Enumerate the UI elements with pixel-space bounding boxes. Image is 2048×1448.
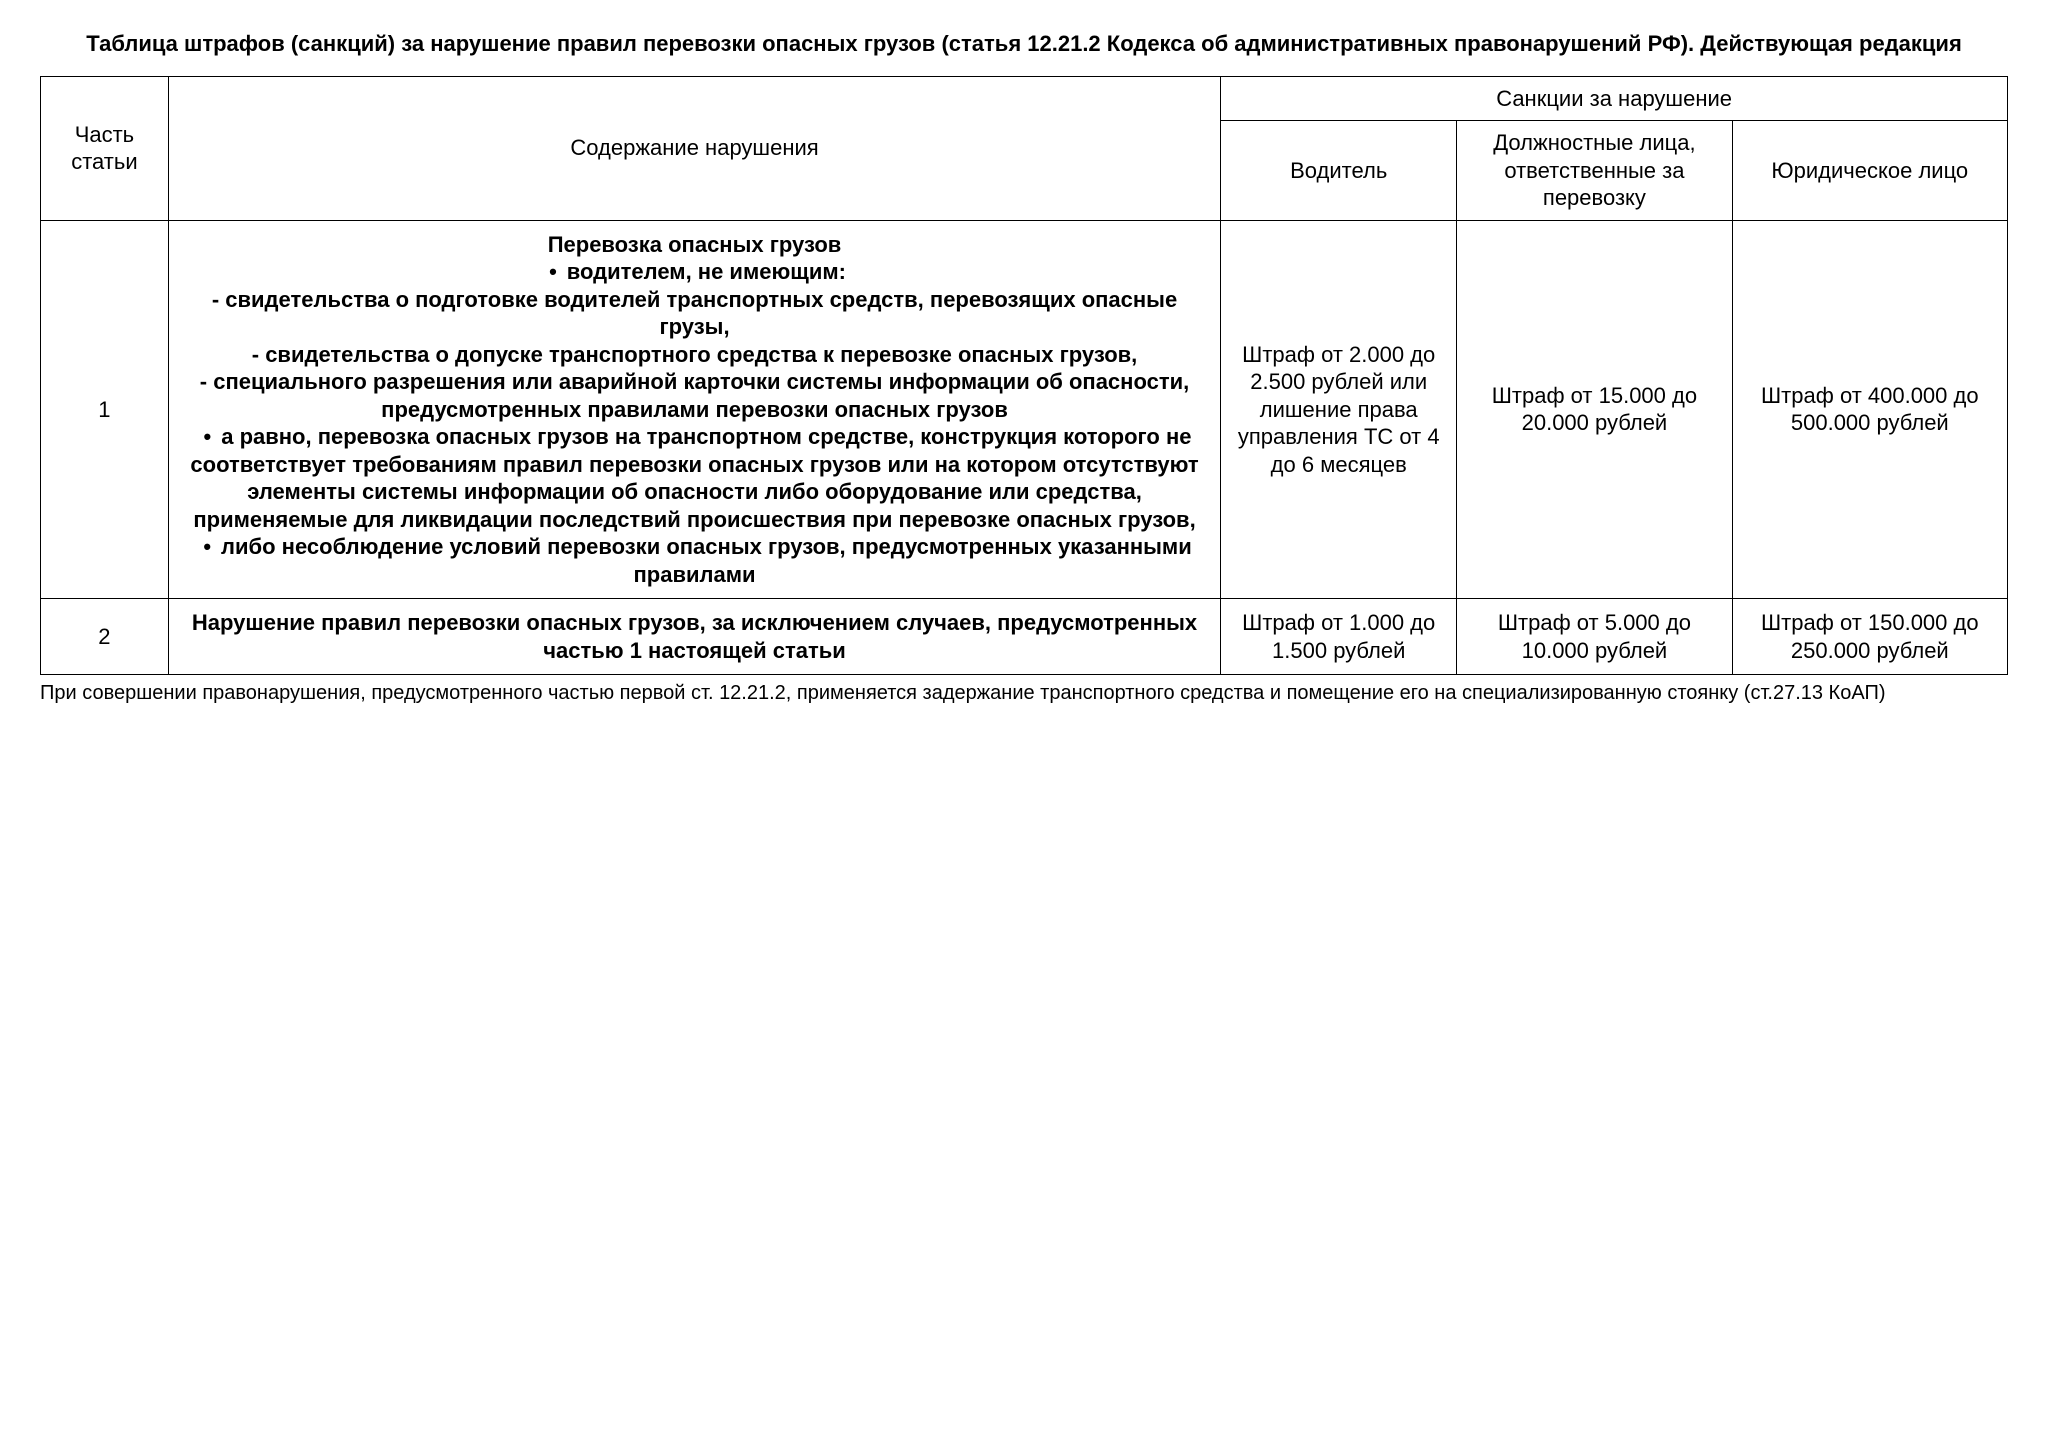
cell-legal: Штраф от 400.000 до 500.000 рублей — [1732, 220, 2007, 599]
cell-driver: Штраф от 1.000 до 1.500 рублей — [1221, 599, 1457, 675]
cell-legal: Штраф от 150.000 до 250.000 рублей — [1732, 599, 2007, 675]
header-legal: Юридическое лицо — [1732, 121, 2007, 221]
cell-part: 2 — [41, 599, 169, 675]
cell-official: Штраф от 5.000 до 10.000 рублей — [1457, 599, 1732, 675]
desc-bullet: а равно, перевозка опасных грузов на тра… — [187, 423, 1202, 533]
desc-dash: - свидетельства о подготовке водителей т… — [187, 286, 1202, 341]
cell-official: Штраф от 15.000 до 20.000 рублей — [1457, 220, 1732, 599]
cell-description: Нарушение правил перевозки опасных грузо… — [168, 599, 1220, 675]
header-official: Должностные лица, ответственные за перев… — [1457, 121, 1732, 221]
header-part: Часть статьи — [41, 76, 169, 220]
desc-dash: - свидетельства о допуске транспортного … — [187, 341, 1202, 369]
page-title: Таблица штрафов (санкций) за нарушение п… — [40, 30, 2008, 58]
cell-description: Перевозка опасных грузов водителем, не и… — [168, 220, 1220, 599]
header-description: Содержание нарушения — [168, 76, 1220, 220]
desc-bullet: либо несоблюдение условий перевозки опас… — [187, 533, 1202, 588]
header-sanctions-group: Санкции за нарушение — [1221, 76, 2008, 121]
header-driver: Водитель — [1221, 121, 1457, 221]
table-row: 1 Перевозка опасных грузов водителем, не… — [41, 220, 2008, 599]
penalty-table: Часть статьи Содержание нарушения Санкци… — [40, 76, 2008, 676]
desc-dash: - специального разрешения или аварийной … — [187, 368, 1202, 423]
cell-driver: Штраф от 2.000 до 2.500 рублей или лишен… — [1221, 220, 1457, 599]
desc-title: Перевозка опасных грузов — [187, 231, 1202, 259]
desc-bullet: водителем, не имеющим: — [187, 258, 1202, 286]
footnote: При совершении правонарушения, предусмот… — [40, 681, 2008, 705]
table-row: 2 Нарушение правил перевозки опасных гру… — [41, 599, 2008, 675]
cell-part: 1 — [41, 220, 169, 599]
